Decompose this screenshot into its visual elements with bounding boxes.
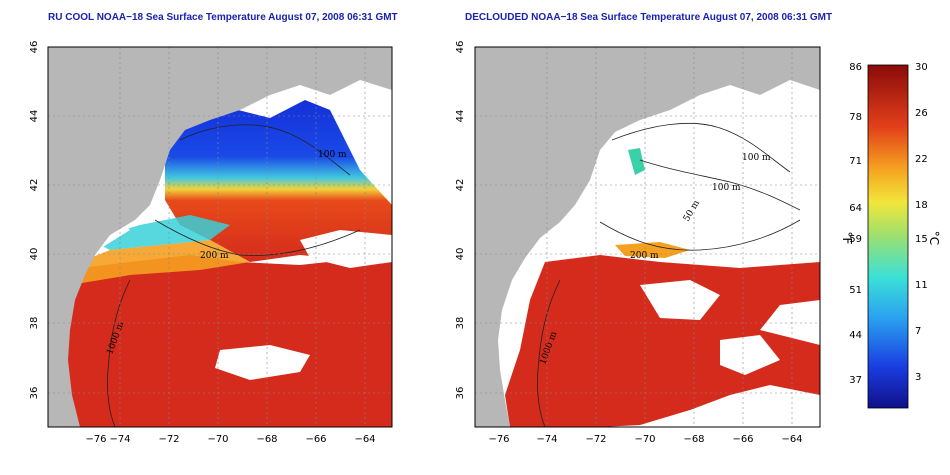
left-lon-tick: −66 (305, 434, 326, 445)
left-contour-label: 100 m (318, 150, 347, 160)
left-sst-cold-field (165, 100, 392, 262)
left-cloud-patch (300, 230, 392, 268)
right-contour-label: 100 m (712, 183, 741, 193)
left-sst-mid-band (60, 240, 250, 285)
right-contour-label: 100 m (742, 153, 771, 163)
right-sst-warm-field (505, 255, 820, 427)
right-grid (475, 47, 820, 427)
left-contour-label: 200 m (200, 251, 229, 261)
colorbar-celsius-label: °C (927, 231, 941, 245)
colorbar: 86 78 71 64 59 51 44 37 30 26 22 18 15 1… (840, 62, 941, 409)
colorbar-c-tick: 11 (915, 280, 928, 291)
colorbar-fahrenheit-label: °F (840, 232, 854, 245)
right-lon-tick: −68 (683, 434, 704, 445)
right-lon-tick: −66 (732, 434, 753, 445)
colorbar-c-tick: 15 (915, 234, 928, 245)
left-lon-tick: −64 (354, 434, 375, 445)
right-lon-tick: −74 (536, 434, 557, 445)
right-contour-line (639, 159, 801, 211)
colorbar-c-tick: 26 (915, 108, 928, 119)
colorbar-f-tick: 86 (849, 62, 862, 73)
right-lon-tick: −64 (781, 434, 802, 445)
left-sst-warm-field (48, 255, 392, 427)
left-contour-line (179, 124, 351, 176)
colorbar-c-tick: 30 (915, 62, 928, 73)
right-lon-tick: −70 (634, 434, 655, 445)
colorbar-c-tick: 7 (915, 326, 921, 337)
left-lat-tick: 36 (29, 387, 40, 400)
right-cloud-patch (720, 335, 780, 375)
left-map-title: RU COOL NOAA−18 Sea Surface Temperature … (48, 12, 398, 23)
left-contour-line (154, 219, 361, 256)
right-cloud-patch (640, 280, 720, 320)
colorbar-f-tick: 64 (849, 203, 862, 214)
right-map-title: DECLOUDED NOAA−18 Sea Surface Temperatur… (465, 12, 833, 23)
colorbar-f-tick: 59 (849, 234, 862, 245)
colorbar-f-tick: 37 (849, 375, 862, 386)
colorbar-c-tick: 22 (915, 154, 928, 165)
left-grid (48, 47, 392, 427)
left-land (48, 47, 392, 427)
left-lat-tick: 42 (29, 179, 40, 192)
right-map: 100 m 100 m 50 m 200 m 1000 m (475, 47, 820, 427)
colorbar-c-tick: 18 (915, 200, 928, 211)
left-lat-tick: 38 (29, 317, 40, 330)
left-lon-tick: −74 (109, 434, 130, 445)
left-lat-tick: 40 (29, 248, 40, 261)
right-map-frame (474, 46, 821, 428)
right-land (475, 47, 820, 427)
left-axes: −76 −74 −72 −70 −68 −66 −64 46 44 42 40 … (29, 41, 376, 445)
left-lat-tick: 46 (29, 41, 40, 54)
colorbar-f-tick: 44 (849, 330, 862, 341)
right-contour-line (599, 219, 801, 251)
right-lon-tick: −72 (585, 434, 606, 445)
left-lon-tick: −70 (207, 434, 228, 445)
right-contour-line (611, 123, 791, 173)
left-lon-tick: −72 (158, 434, 179, 445)
colorbar-f-tick: 78 (849, 112, 862, 123)
colorbar-ramp (867, 64, 909, 409)
right-contour-line (537, 279, 561, 427)
right-contour-label: 200 m (630, 251, 659, 261)
left-lon-tick: −68 (256, 434, 277, 445)
colorbar-c-tick: 3 (915, 372, 921, 383)
right-lon-tick: −76 (488, 434, 509, 445)
left-cloud-patch (215, 345, 310, 380)
right-lat-tick: 44 (455, 110, 466, 123)
left-map-frame (47, 46, 393, 428)
right-lat-tick: 40 (455, 248, 466, 261)
colorbar-f-tick: 71 (849, 156, 862, 167)
colorbar-f-tick: 51 (849, 285, 862, 296)
right-lat-tick: 46 (455, 41, 466, 54)
right-axes: −76 −74 −72 −70 −68 −66 −64 46 44 42 40 … (455, 41, 803, 445)
left-lat-tick: 44 (29, 110, 40, 123)
right-sst-cyan-patch (628, 148, 645, 175)
left-lon-tick: −76 (85, 434, 106, 445)
left-map: 100 m 200 m 1000 m (48, 47, 392, 427)
right-lat-tick: 42 (455, 179, 466, 192)
right-lat-tick: 38 (455, 317, 466, 330)
right-lat-tick: 36 (455, 387, 466, 400)
